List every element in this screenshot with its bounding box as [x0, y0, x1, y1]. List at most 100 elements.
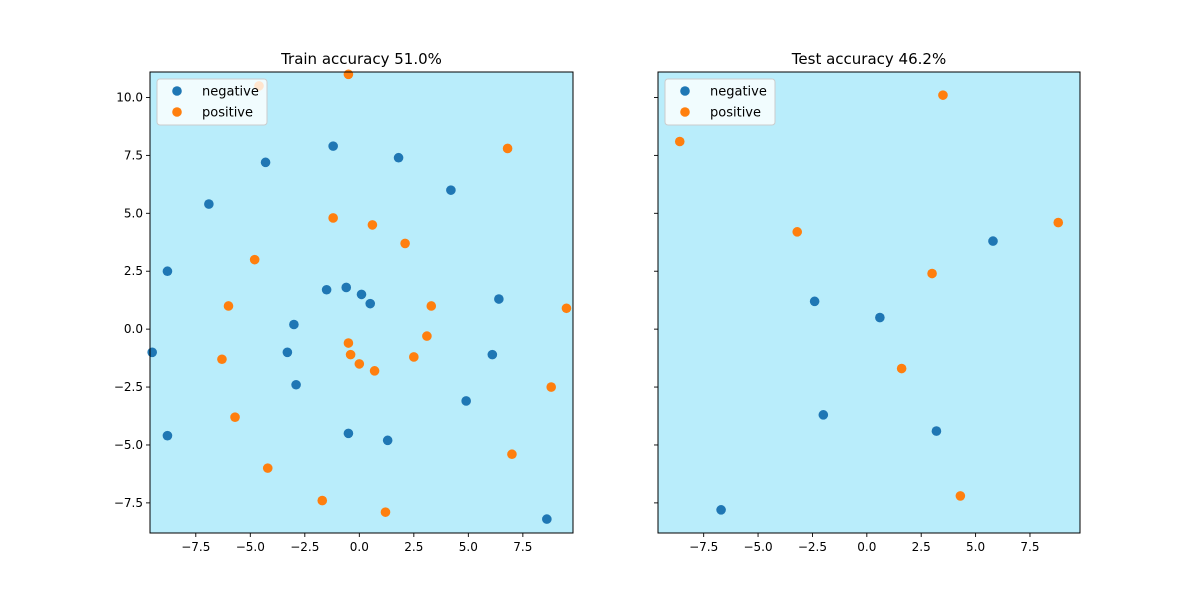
train-point-negative [162, 266, 173, 277]
train-legend-label-positive: positive [202, 106, 253, 121]
train-point-positive [409, 352, 419, 362]
test-legend: negative positive [664, 78, 776, 126]
test-point-positive [938, 90, 948, 100]
train-point-negative [343, 428, 354, 439]
train-point-negative [461, 396, 471, 406]
test-point-positive [896, 363, 907, 374]
train-point-negative [147, 347, 157, 358]
test-xtick-label: 5.0 [966, 540, 985, 554]
test-point-negative [931, 426, 942, 436]
train-point-positive [317, 495, 328, 506]
test-xtick-label: 0.0 [857, 540, 876, 554]
train-point-positive [502, 143, 513, 154]
test-point-negative [809, 296, 820, 307]
train-ytick-label: 7.5 [124, 148, 143, 162]
test-axis-ticks: −7.5 −5.0 −2.5 0.0 2.5 5.0 7.5 [654, 97, 1040, 554]
train-point-positive [546, 382, 556, 392]
test-point-negative [716, 505, 726, 515]
test-point-negative [988, 236, 998, 246]
train-point-positive [223, 301, 234, 311]
train-point-positive [426, 301, 437, 311]
test-point-negative [875, 312, 885, 323]
train-point-negative [487, 349, 498, 360]
test-xtick-label: 7.5 [1020, 540, 1039, 554]
train-xtick-label: 0.0 [350, 540, 369, 554]
train-xtick-label: 5.0 [459, 540, 478, 554]
train-ytick-label: 5.0 [124, 206, 143, 220]
train-point-positive [369, 366, 380, 376]
test-xtick-label: −5.0 [743, 540, 772, 554]
train-point-negative [494, 294, 504, 304]
train-title: Train accuracy 51.0% [280, 50, 442, 68]
train-point-positive [343, 69, 354, 80]
train-point-positive [367, 220, 378, 230]
train-ytick-label: 2.5 [124, 264, 143, 278]
test-legend-marker-positive [680, 107, 690, 117]
train-point-negative [341, 282, 352, 293]
train-ytick-label: 10.0 [116, 90, 143, 104]
test-point-positive [792, 227, 803, 237]
test-point-positive [1053, 217, 1064, 228]
test-point-positive [955, 491, 966, 501]
train-point-negative [204, 199, 214, 209]
test-plot-frame [657, 71, 1081, 534]
test-legend-box [664, 78, 776, 126]
train-ytick-label: −7.5 [114, 496, 143, 510]
train-point-positive [561, 303, 572, 314]
train-legend-marker-positive [172, 107, 182, 117]
test-legend-label-positive: positive [710, 106, 761, 121]
test-legend-label-negative: negative [710, 85, 767, 100]
test-point-positive [927, 268, 937, 279]
train-scatter-points [147, 69, 572, 524]
train-point-negative [446, 185, 456, 195]
train-point-negative [365, 298, 376, 309]
train-xtick-label: 2.5 [404, 540, 423, 554]
test-legend-marker-negative [680, 86, 690, 96]
train-point-negative [393, 152, 404, 163]
test-xtick-label: −7.5 [689, 540, 718, 554]
test-point-negative [818, 410, 829, 420]
train-xtick-label: 7.5 [513, 540, 532, 554]
test-plot-area [658, 72, 1080, 533]
train-ytick-label: −5.0 [114, 438, 143, 452]
train-point-negative [328, 141, 338, 151]
train-point-positive [217, 354, 227, 365]
train-point-negative [289, 319, 299, 330]
train-axis-ticks: −7.5 −5.0 −2.5 0.0 2.5 5.0 7.5 −7.5 −5.0 −2.5 0.0 2… [114, 90, 533, 554]
test-xtick-label: −2.5 [798, 540, 827, 554]
train-point-positive [380, 507, 391, 517]
test-xtick-label: 2.5 [912, 540, 931, 554]
train-point-negative [542, 514, 552, 524]
train-point-positive [422, 331, 432, 341]
train-legend-box [156, 78, 268, 126]
train-legend-label-negative: negative [202, 85, 259, 100]
train-xtick-label: −5.0 [236, 540, 265, 554]
train-point-positive [507, 449, 517, 460]
train-point-positive [249, 254, 260, 265]
train-legend-marker-negative [172, 86, 182, 96]
train-point-negative [291, 379, 301, 390]
train-point-negative [382, 435, 393, 446]
train-point-negative [356, 289, 367, 300]
train-plot-area [150, 72, 573, 533]
train-panel: −7.5 −5.0 −2.5 0.0 2.5 5.0 7.5 −7.5 −5.0 −2.5 0.0 2… [114, 50, 574, 554]
train-point-positive [343, 338, 354, 348]
train-ytick-label: −2.5 [114, 380, 143, 394]
train-plot-frame [149, 71, 574, 534]
train-point-positive [262, 463, 273, 473]
train-point-positive [328, 213, 338, 223]
train-point-positive [354, 359, 365, 369]
train-point-negative [260, 157, 271, 168]
train-xtick-label: −2.5 [290, 540, 319, 554]
test-scatter-points [674, 90, 1064, 515]
test-point-positive [674, 136, 685, 147]
train-point-positive [345, 349, 356, 360]
test-title: Test accuracy 46.2% [791, 50, 946, 68]
train-point-negative [321, 284, 332, 295]
train-point-negative [282, 347, 293, 358]
train-legend: negative positive [156, 78, 268, 126]
test-panel: −7.5 −5.0 −2.5 0.0 2.5 5.0 7.5 Test accuracy 4… [654, 50, 1081, 554]
train-point-positive [230, 412, 240, 422]
train-point-positive [400, 238, 410, 249]
